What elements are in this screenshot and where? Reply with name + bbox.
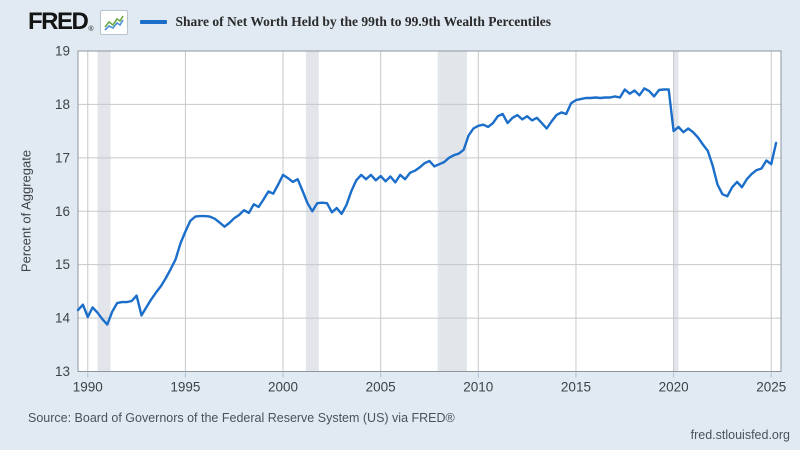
x-tick-label: 2015 bbox=[561, 380, 591, 395]
y-tick-label: 19 bbox=[55, 44, 70, 59]
y-tick-label: 18 bbox=[55, 97, 70, 112]
chart-title: Share of Net Worth Held by the 99th to 9… bbox=[175, 14, 551, 29]
series-legend-swatch bbox=[139, 20, 167, 24]
fred-logo-text: FRED bbox=[28, 8, 89, 35]
y-tick-label: 16 bbox=[55, 204, 70, 219]
fred-logo-chart-icon bbox=[99, 9, 128, 35]
x-tick-label: 2010 bbox=[463, 380, 493, 395]
series-legend: Share of Net Worth Held by the 99th to 9… bbox=[139, 14, 551, 30]
x-tick-label: 2000 bbox=[268, 380, 298, 395]
source-note: Source: Board of Governors of the Federa… bbox=[28, 411, 455, 425]
fred-site-link[interactable]: fred.stlouisfed.org bbox=[690, 428, 790, 442]
y-tick-label: 14 bbox=[55, 311, 71, 326]
y-tick-label: 13 bbox=[55, 364, 70, 379]
chart-header: FRED ® Share of Net Worth Held by the 99… bbox=[0, 0, 800, 44]
y-tick-label: 17 bbox=[55, 150, 70, 165]
fred-logo: FRED ® bbox=[28, 10, 94, 34]
x-tick-label: 1995 bbox=[170, 380, 200, 395]
series-line-net-worth-share bbox=[76, 87, 778, 326]
x-tick-label: 2020 bbox=[659, 380, 689, 395]
registered-mark: ® bbox=[88, 26, 94, 33]
plot-border bbox=[77, 50, 782, 372]
x-tick-label: 2025 bbox=[756, 380, 786, 395]
x-tick-label: 1990 bbox=[73, 380, 103, 395]
y-tick-label: 15 bbox=[55, 257, 70, 272]
x-tick-label: 2005 bbox=[366, 380, 396, 395]
